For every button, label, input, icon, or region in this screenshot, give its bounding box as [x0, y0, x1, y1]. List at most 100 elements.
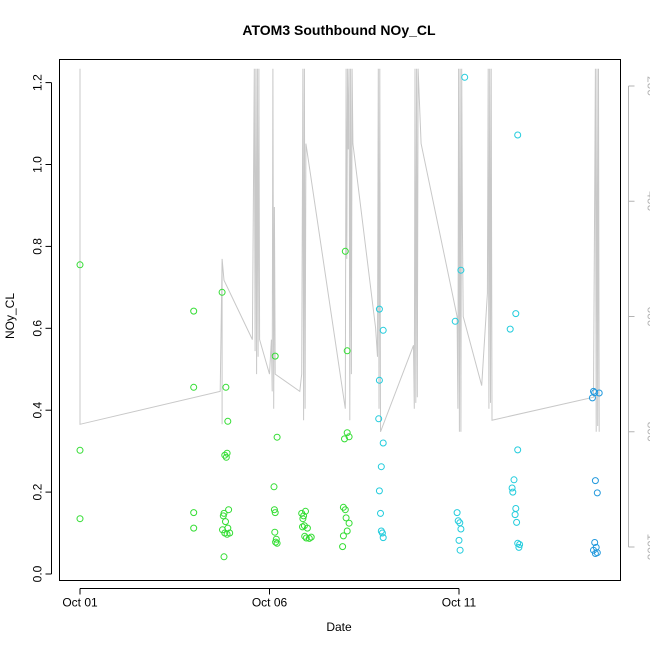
data-point: [76, 515, 84, 523]
data-point: [218, 288, 226, 296]
data-point: [512, 505, 520, 512]
data-point: [454, 517, 462, 525]
data-point: [339, 532, 347, 540]
data-point: [345, 433, 353, 441]
y-tick-label: 1.0: [31, 156, 45, 173]
data-point: [271, 509, 279, 517]
y-tick-label: 0.4: [31, 402, 45, 419]
data-point: [378, 529, 386, 537]
data-point: [271, 352, 279, 360]
data-point: [375, 415, 383, 423]
data-point: [345, 519, 353, 527]
data-point: [508, 484, 516, 492]
data-point: [379, 534, 387, 542]
data-point: [222, 383, 230, 391]
data-point: [377, 509, 384, 517]
y-tick-label: 0.8: [31, 238, 45, 255]
data-point: [222, 518, 229, 526]
data-point: [456, 546, 464, 554]
data-point: [190, 509, 198, 517]
data-point: [455, 536, 463, 544]
x-tick-label: Oct 11: [442, 596, 477, 610]
data-point: [343, 347, 351, 355]
data-point: [221, 451, 229, 459]
data-point: [513, 518, 521, 526]
y-axis: 0.0 0.2 0.4 0.6 0.8 1.0 1.2: [31, 74, 52, 582]
x-tick-label: Oct 06: [252, 596, 288, 610]
secondary-y-axis: 200 400 600 800 1000: [628, 76, 650, 561]
plot-frame: [59, 59, 621, 581]
data-point: [273, 539, 281, 547]
y-tick-label: 0.0: [31, 565, 45, 582]
data-point: [305, 534, 313, 542]
data-point: [299, 515, 307, 523]
data-point: [509, 488, 517, 496]
data-point: [273, 433, 281, 441]
data-points: [76, 73, 603, 561]
data-point: [223, 449, 231, 457]
data-point: [299, 523, 306, 531]
data-point: [76, 261, 84, 269]
data-point: [516, 541, 524, 548]
secondary-y-tick-label: 1000: [645, 534, 650, 561]
data-point: [457, 266, 465, 274]
secondary-y-tick-label: 800: [645, 422, 650, 442]
data-point: [593, 489, 601, 497]
secondary-y-tick-label: 400: [645, 191, 650, 211]
data-point: [343, 527, 351, 535]
data-point: [514, 539, 522, 547]
data-point: [76, 446, 84, 454]
data-point: [375, 305, 383, 313]
data-point: [341, 247, 349, 255]
data-point: [302, 534, 310, 542]
data-point: [342, 514, 350, 522]
data-point: [506, 325, 514, 333]
data-point: [451, 317, 459, 325]
y-tick-label: 1.2: [31, 74, 45, 91]
data-point: [224, 417, 232, 425]
x-axis-label: Date: [326, 620, 352, 634]
data-point: [272, 535, 280, 543]
data-point: [272, 538, 280, 546]
data-point: [591, 539, 599, 546]
data-point: [588, 394, 596, 402]
data-point: [510, 476, 518, 484]
y-tick-label: 0.6: [31, 320, 45, 337]
secondary-y-tick-label: 200: [645, 76, 650, 96]
pressure-trace: [79, 68, 600, 432]
data-point: [595, 389, 603, 397]
data-point: [457, 525, 465, 533]
data-point: [300, 512, 308, 520]
data-point: [511, 511, 519, 519]
data-point: [220, 509, 228, 517]
chart-title: ATOM3 Southbound NOy_CL: [242, 22, 436, 38]
y-tick-label: 0.2: [31, 483, 45, 500]
data-point: [270, 483, 278, 491]
data-point: [190, 307, 198, 315]
data-point: [379, 439, 387, 447]
y-axis-label: NOy_CL: [3, 293, 17, 339]
data-point: [303, 524, 311, 532]
data-point: [512, 310, 520, 318]
secondary-y-tick-label: 600: [645, 306, 650, 326]
data-point: [190, 383, 198, 391]
data-point: [515, 543, 523, 551]
data-point: [226, 529, 234, 537]
data-point: [302, 507, 309, 515]
data-point: [379, 326, 387, 334]
pressure-line: [79, 68, 600, 432]
data-point: [375, 376, 383, 384]
data-point: [461, 73, 469, 81]
data-point: [343, 429, 351, 437]
data-point: [514, 446, 522, 454]
data-point: [307, 533, 315, 541]
data-point: [225, 506, 233, 514]
data-point: [220, 553, 228, 561]
data-point: [271, 528, 279, 536]
data-point: [375, 487, 383, 495]
data-point: [591, 550, 599, 557]
data-point: [341, 506, 349, 514]
data-point: [339, 543, 347, 551]
x-tick-label: Oct 01: [62, 596, 98, 610]
